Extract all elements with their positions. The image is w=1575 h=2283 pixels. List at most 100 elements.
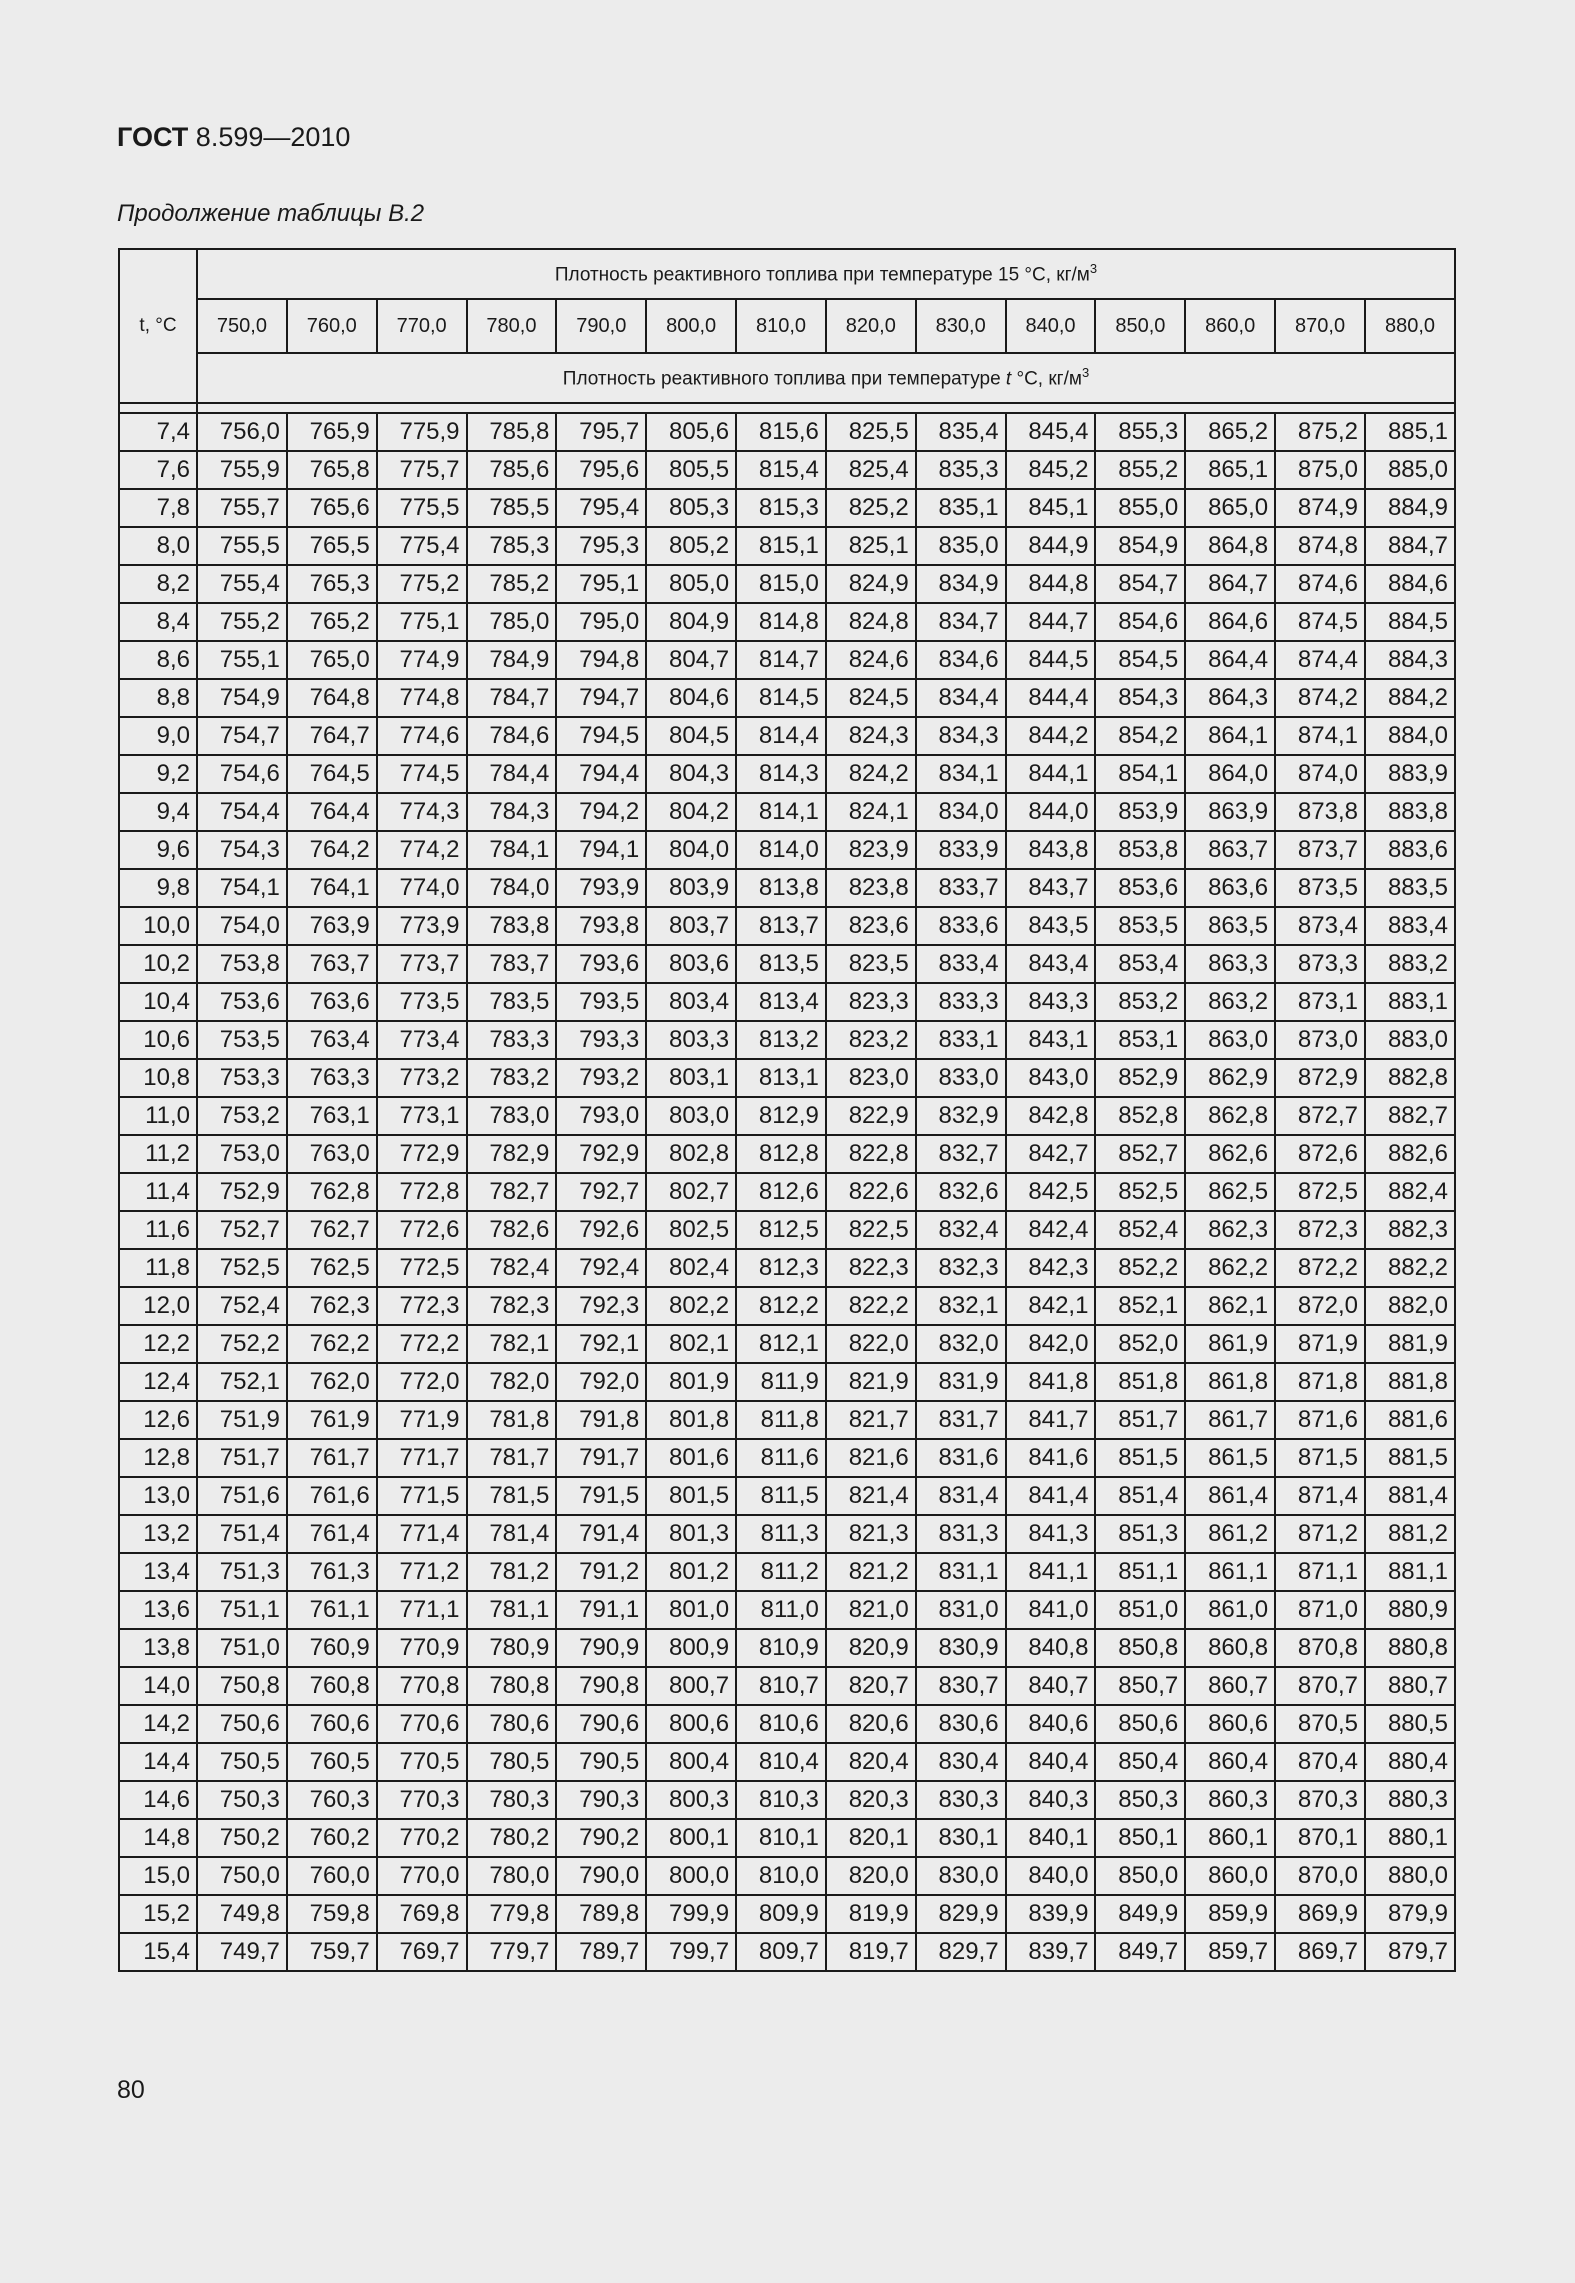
density-cell: 832,6 [914,1172,1007,1212]
density-cell: 840,7 [1004,1666,1097,1706]
density-cell: 812,6 [735,1172,827,1212]
density-cell: 840,0 [1004,1856,1097,1896]
density-cell: 803,9 [645,868,738,908]
density-cell: 794,8 [555,640,648,680]
density-cell: 843,5 [1004,906,1097,946]
table-row: 14,8 750,2 760,2 770,2 780,2 790,2 800,1 810,1 8… [118,1818,1457,1858]
density-cell: 845,1 [1004,488,1097,528]
density-cell: 881,6 [1363,1400,1457,1440]
density-cell: 881,5 [1363,1438,1457,1478]
density-cell: 755,7 [196,488,288,528]
density-cell: 765,9 [285,412,378,452]
density-cell: 775,1 [375,602,468,642]
density-cell: 810,1 [735,1818,827,1858]
density-cell: 782,9 [465,1134,558,1174]
density-cell: 815,1 [735,526,827,566]
density-cell: 782,4 [465,1248,558,1288]
density-cell: 790,5 [555,1742,648,1782]
density-cell: 822,5 [824,1210,917,1250]
density-cell: 792,6 [555,1210,648,1250]
density-cell: 823,3 [824,982,917,1022]
table-row: 8,2 755,4 765,3 775,2 785,2 795,1 805,0 815,0 82… [118,564,1457,604]
density-cell: 854,1 [1094,754,1187,794]
table-row: 13,4 751,3 761,3 771,2 781,2 791,2 801,2 811,2 8… [118,1552,1457,1592]
density-cell: 761,6 [285,1476,378,1516]
density-cell: 811,6 [735,1438,827,1478]
temperature-cell: 14,0 [118,1666,198,1706]
density-cell: 843,7 [1004,868,1097,908]
density-cell: 764,5 [285,754,378,794]
temperature-cell: 14,8 [118,1818,198,1858]
density-cell: 800,4 [645,1742,738,1782]
temperature-cell: 11,0 [118,1096,198,1136]
density-cell: 839,9 [1004,1894,1097,1934]
density-cell: 811,3 [735,1514,827,1554]
density-cell: 882,3 [1363,1210,1457,1250]
density-cell: 795,0 [555,602,648,642]
density-cell: 849,9 [1094,1894,1187,1934]
density-cell: 863,3 [1184,944,1277,984]
density-cell: 780,2 [465,1818,558,1858]
density-cell: 751,1 [196,1590,288,1630]
density-cell: 853,9 [1094,792,1187,832]
density-cell: 801,8 [645,1400,738,1440]
table-row: 10,4 753,6 763,6 773,5 783,5 793,5 803,4 813,4 8… [118,982,1457,1022]
density-cell: 802,5 [645,1210,738,1250]
density-cell: 790,8 [555,1666,648,1706]
density-cell: 800,1 [645,1818,738,1858]
density-cell: 853,8 [1094,830,1187,870]
density-cell: 880,7 [1363,1666,1457,1706]
density-cell: 780,3 [465,1780,558,1820]
density-cell: 763,3 [285,1058,378,1098]
density-cell: 823,6 [824,906,917,946]
density-cell: 884,3 [1363,640,1457,680]
density-cell: 764,1 [285,868,378,908]
density-cell: 834,4 [914,678,1007,718]
density-cell: 872,9 [1274,1058,1366,1098]
density-cell: 860,6 [1184,1704,1277,1744]
temperature-cell: 9,8 [118,868,198,908]
density-cell: 772,8 [375,1172,468,1212]
density-cell: 873,1 [1274,982,1366,1022]
density-cell: 824,9 [824,564,917,604]
density-cell: 863,7 [1184,830,1277,870]
density-cell: 794,2 [555,792,648,832]
temperature-cell: 9,2 [118,754,198,794]
density-cell: 861,4 [1184,1476,1277,1516]
column-header: 860,0 [1184,298,1277,354]
density-cell: 851,7 [1094,1400,1187,1440]
density-cell: 750,2 [196,1818,288,1858]
density-cell: 871,4 [1274,1476,1366,1516]
density-cell: 793,0 [555,1096,648,1136]
density-cell: 801,9 [645,1362,738,1402]
density-cell: 812,1 [735,1324,827,1364]
density-cell: 840,8 [1004,1628,1097,1668]
density-cell: 832,0 [914,1324,1007,1364]
density-cell: 809,7 [735,1932,827,1972]
density-cell: 755,9 [196,450,288,490]
density-cell: 802,4 [645,1248,738,1288]
density-cell: 763,6 [285,982,378,1022]
density-cell: 753,8 [196,944,288,984]
density-cell: 792,9 [555,1134,648,1174]
density-cell: 864,4 [1184,640,1277,680]
density-cell: 791,8 [555,1400,648,1440]
density-cell: 780,5 [465,1742,558,1782]
temperature-cell: 13,6 [118,1590,198,1630]
density-cell: 862,9 [1184,1058,1277,1098]
density-cell: 883,8 [1363,792,1457,832]
density-cell: 803,0 [645,1096,738,1136]
density-cell: 835,0 [914,526,1007,566]
density-cell: 752,5 [196,1248,288,1288]
density-cell: 779,7 [465,1932,558,1972]
density-cell: 834,3 [914,716,1007,756]
density-cell: 804,9 [645,602,738,642]
temperature-cell: 15,0 [118,1856,198,1896]
table-row: 13,0 751,6 761,6 771,5 781,5 791,5 801,5 811,5 8… [118,1476,1457,1516]
density-cell: 880,8 [1363,1628,1457,1668]
density-cell: 853,1 [1094,1020,1187,1060]
density-cell: 773,1 [375,1096,468,1136]
density-cell: 759,8 [285,1894,378,1934]
density-cell: 751,6 [196,1476,288,1516]
density-t-header: Плотность реактивного топлива при темпер… [196,352,1456,404]
